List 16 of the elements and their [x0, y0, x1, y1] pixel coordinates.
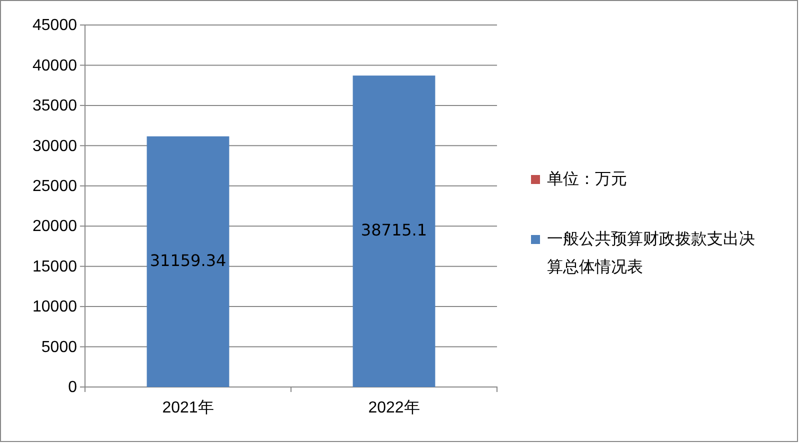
y-tick-label: 25000	[32, 178, 78, 196]
legend-label: 单位：万元	[547, 169, 627, 188]
legend-label: 一般公共预算财政拨款支出决算总体情况表	[547, 229, 755, 276]
data-label: 38715.1	[360, 220, 428, 240]
x-tick-label: 2022年	[368, 400, 420, 417]
y-tick-label: 5000	[41, 338, 78, 356]
y-tick-label: 0	[68, 379, 78, 396]
y-tick-label: 20000	[32, 218, 78, 236]
y-tick-label: 30000	[32, 138, 78, 155]
y-tick-label: 40000	[32, 57, 78, 74]
data-label: 31159.34	[150, 251, 226, 270]
y-tick-label: 45000	[32, 17, 78, 34]
y-tick-label: 10000	[32, 298, 78, 316]
x-tick-label: 2021年	[162, 400, 214, 417]
y-tick-label: 15000	[32, 258, 78, 276]
y-tick-label: 35000	[32, 98, 78, 115]
